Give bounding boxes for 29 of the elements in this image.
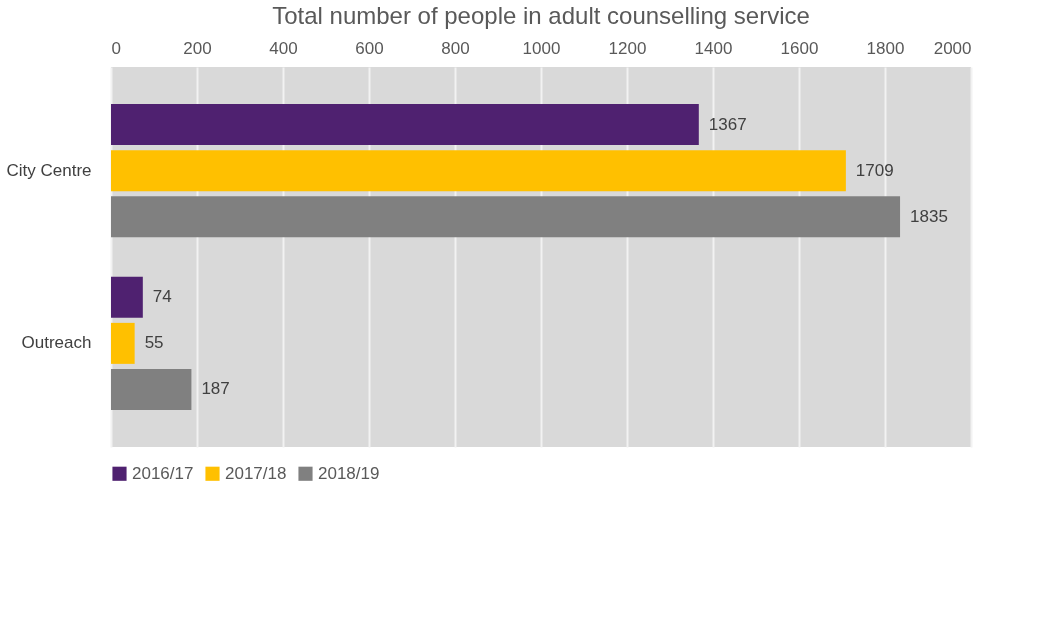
x-tick-label: 600 — [355, 38, 384, 58]
legend-label: 2018/19 — [318, 463, 380, 483]
y-tick-label: Outreach — [21, 333, 92, 353]
x-tick-label: 1800 — [866, 38, 905, 58]
x-tick-label: 1200 — [608, 38, 647, 58]
data-label: 187 — [201, 379, 230, 399]
x-tick-label: 2000 — [933, 38, 972, 58]
bar — [111, 150, 846, 192]
data-label: 1367 — [708, 114, 747, 134]
x-tick-label: 200 — [183, 38, 212, 58]
bar — [111, 196, 901, 238]
legend-label: 2016/17 — [132, 463, 194, 483]
x-tick-label: 400 — [269, 38, 298, 58]
bar — [111, 368, 192, 410]
bar — [111, 276, 143, 318]
bar — [111, 322, 135, 364]
data-label: 1835 — [910, 206, 948, 226]
x-tick-label: 1600 — [780, 38, 819, 58]
x-tick-label: 800 — [441, 38, 470, 58]
bar — [111, 104, 699, 146]
x-tick-label: 1400 — [694, 38, 733, 58]
legend-label: 2017/18 — [225, 463, 287, 483]
data-label: 55 — [144, 333, 164, 353]
x-tick-label: 0 — [111, 38, 121, 58]
data-label: 74 — [152, 287, 172, 307]
y-tick-label: City Centre — [6, 160, 92, 180]
data-label: 1709 — [855, 160, 894, 180]
chart-title: Total number of people in adult counselling service — [272, 2, 810, 29]
x-tick-label: 1000 — [522, 38, 561, 58]
